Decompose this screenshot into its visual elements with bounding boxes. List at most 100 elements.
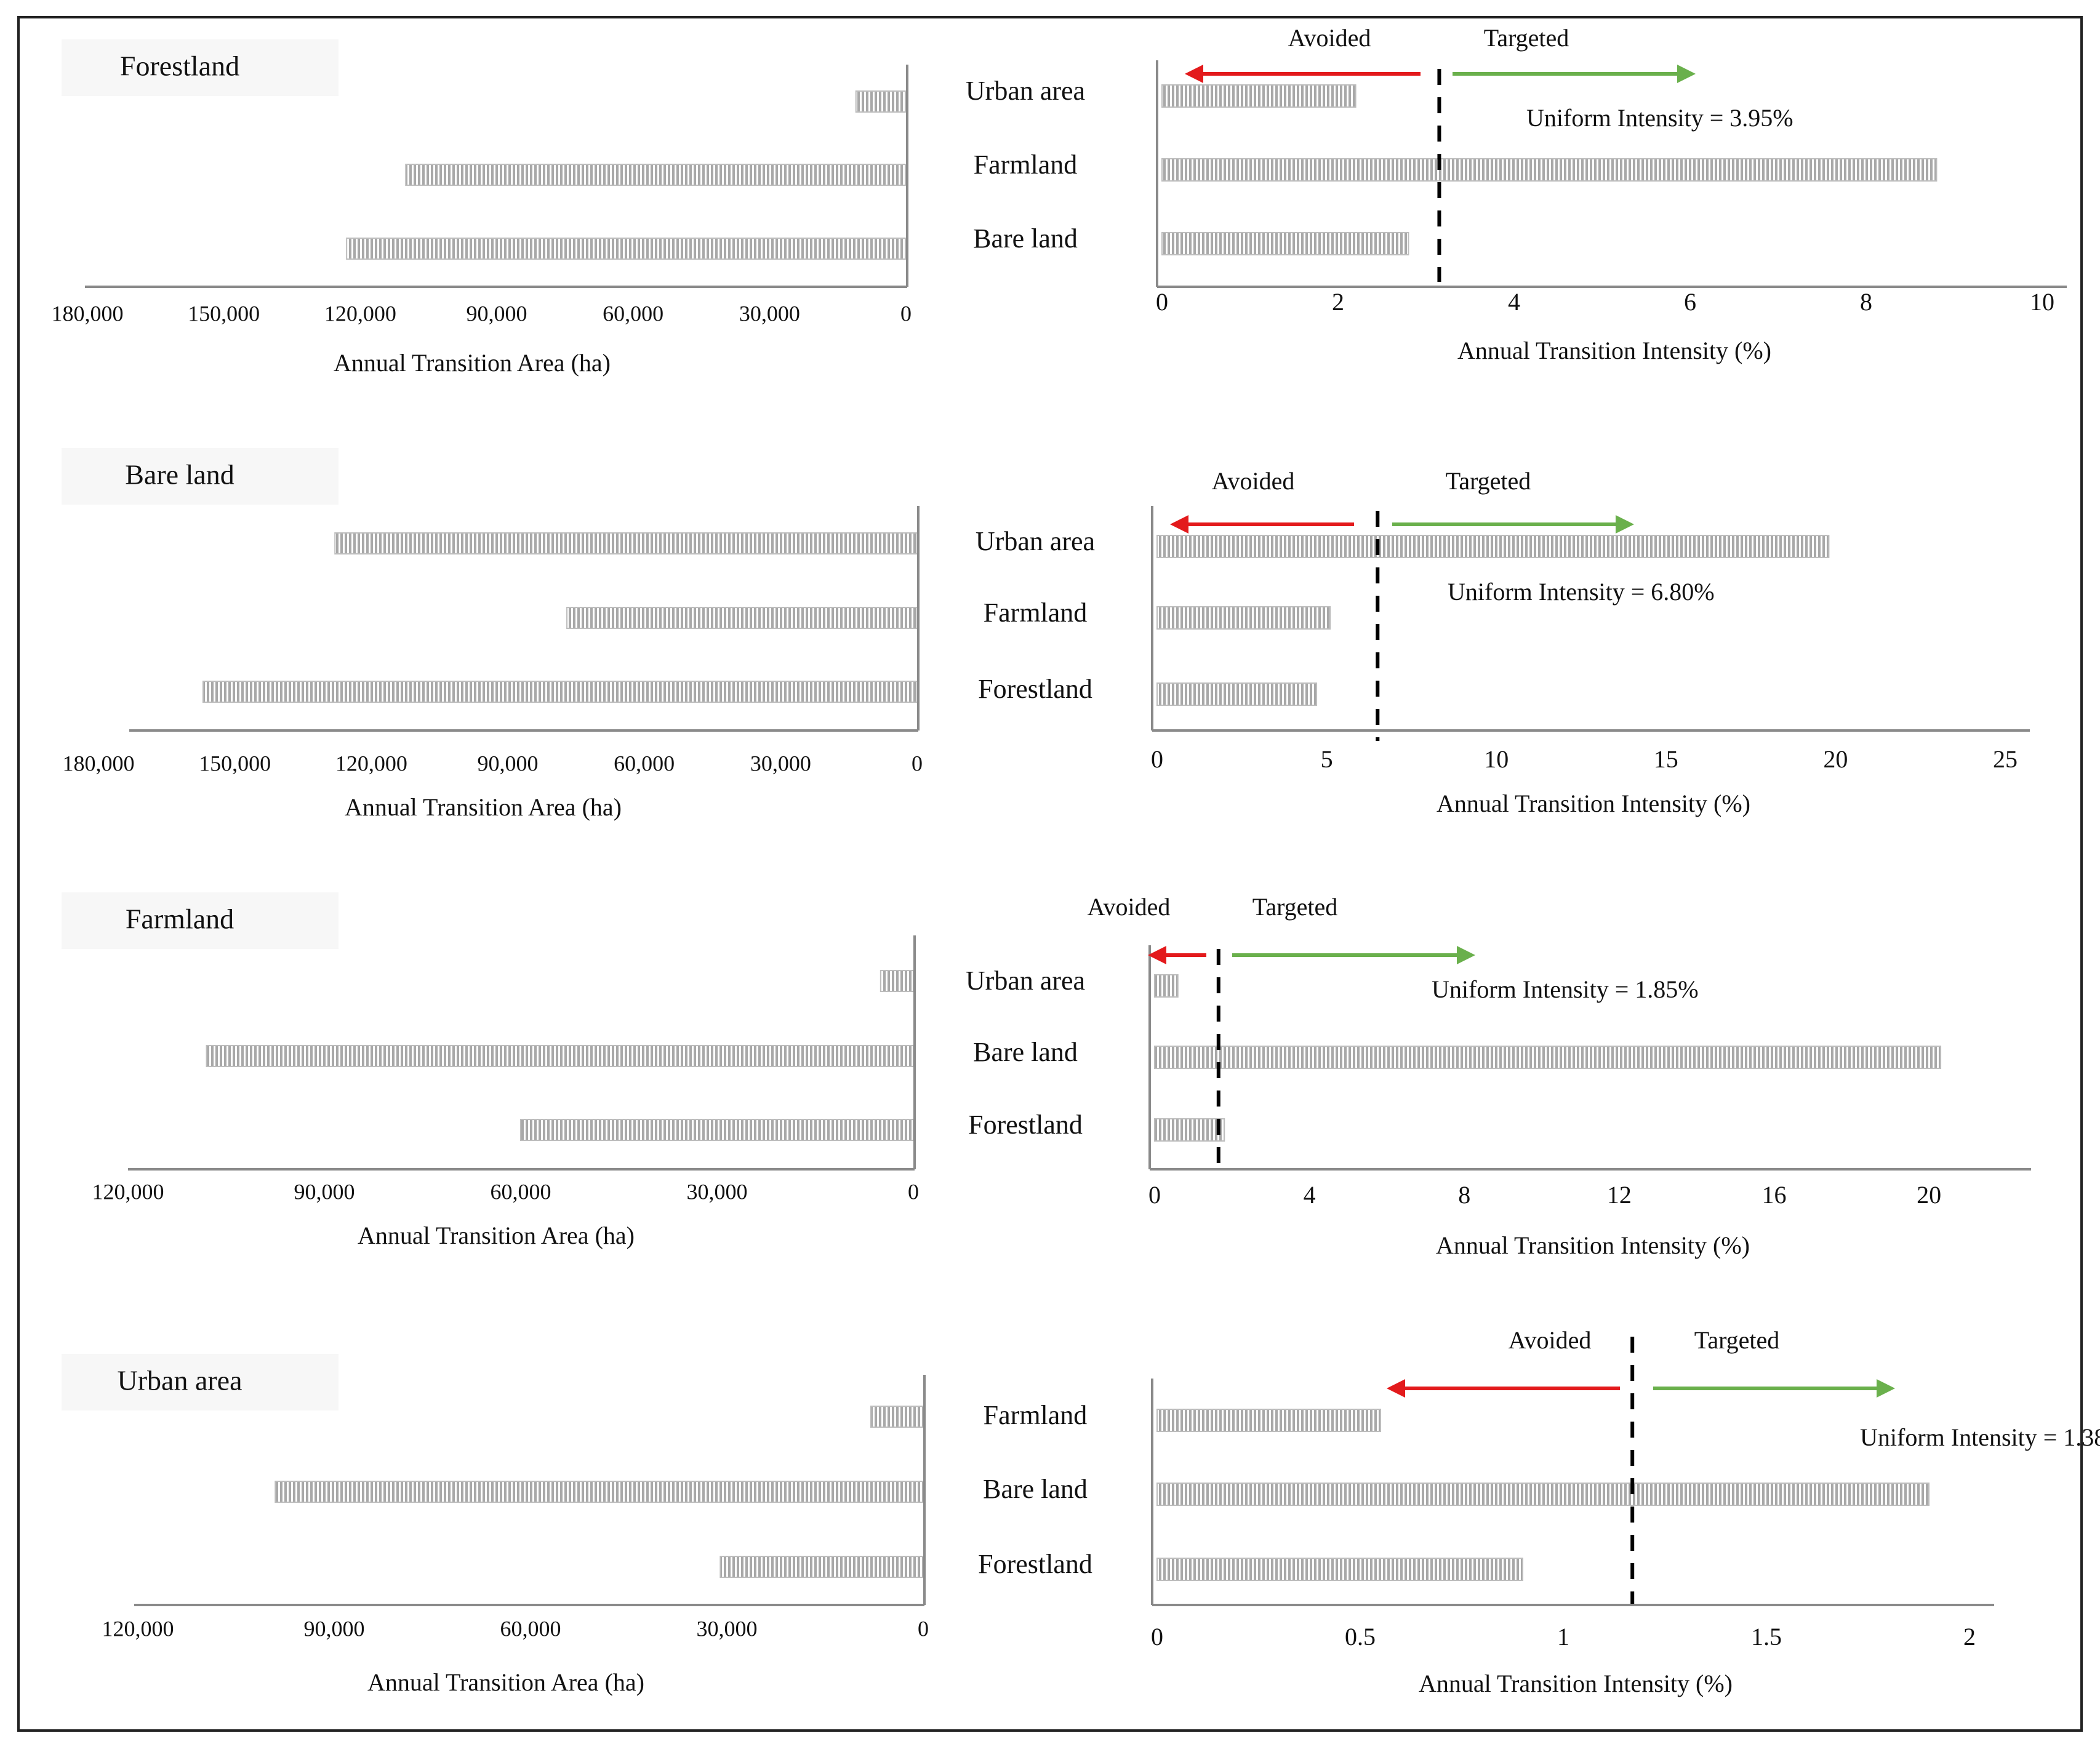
- intensity-chart-3: Urban area Bare land Forestland 0 4 8 12 16 20 An…: [966, 893, 2031, 1259]
- tick-label: 90,000: [304, 1616, 365, 1641]
- category-label: Forestland: [968, 1110, 1083, 1140]
- category-label: Urban area: [966, 966, 1085, 996]
- tick-label: 90,000: [467, 301, 527, 326]
- bar: [870, 1406, 924, 1428]
- tick-label: 20: [1917, 1181, 1941, 1209]
- bar: [1161, 84, 1357, 108]
- x-axis-label: Annual Transition Intensity (%): [1437, 790, 1750, 817]
- tick-label: 1: [1557, 1623, 1569, 1651]
- tick-label: 0.5: [1345, 1623, 1376, 1651]
- tick-label: 0: [1151, 1623, 1163, 1651]
- bar: [346, 238, 907, 260]
- bar: [1156, 1558, 1523, 1581]
- bar: [1154, 1046, 1942, 1069]
- bar: [880, 970, 915, 992]
- category-label: Bare land: [973, 223, 1078, 254]
- bar: [1156, 682, 1318, 706]
- area-chart-2: Bare land 180,000 150,000 120,000 90,000 60,0…: [62, 448, 923, 821]
- bar: [520, 1119, 914, 1141]
- tick-label: 1.5: [1751, 1623, 1782, 1651]
- intensity-chart-4: Farmland Bare land Forestland 0 0.5 1 1.5 2 Annu…: [978, 1326, 2100, 1697]
- x-axis-label: Annual Transition Area (ha): [345, 793, 622, 821]
- tick-label: 150,000: [188, 301, 260, 326]
- tick-label: 150,000: [199, 751, 271, 775]
- tick-label: 2: [1332, 288, 1344, 316]
- tick-label: 0: [908, 1179, 919, 1204]
- tick-label: 10: [2030, 288, 2054, 316]
- tick-label: 0: [1151, 745, 1163, 773]
- tick-label: 0: [912, 751, 923, 775]
- avoided-label: Avoided: [1509, 1326, 1592, 1354]
- tick-label: 30,000: [697, 1616, 758, 1641]
- x-axis-label: Annual Transition Area (ha): [334, 349, 611, 377]
- category-label: Farmland: [984, 1400, 1088, 1430]
- tick-label: 30,000: [739, 301, 800, 326]
- bar: [566, 607, 918, 629]
- targeted-label: Targeted: [1252, 893, 1338, 921]
- uniform-intensity-label: Uniform Intensity = 1.38%: [1860, 1423, 2100, 1451]
- targeted-label: Targeted: [1484, 24, 1569, 52]
- x-axis-label: Annual Transition Area (ha): [367, 1668, 644, 1696]
- avoided-label: Avoided: [1288, 24, 1371, 52]
- uniform-intensity-label: Uniform Intensity = 6.80%: [1448, 578, 1715, 606]
- tick-label: 20: [1823, 745, 1848, 773]
- tick-label: 120,000: [102, 1616, 174, 1641]
- category-label: Farmland: [974, 150, 1078, 180]
- tick-label: 8: [1860, 288, 1872, 316]
- tick-label: 60,000: [500, 1616, 561, 1641]
- category-label: Forestland: [978, 1549, 1092, 1579]
- tick-label: 60,000: [603, 301, 663, 326]
- x-axis-label: Annual Transition Intensity (%): [1436, 1231, 1750, 1259]
- figure-frame: [17, 16, 2083, 1732]
- bar: [1156, 1409, 1381, 1432]
- tick-label: 120,000: [335, 751, 407, 775]
- tick-label: 4: [1508, 288, 1520, 316]
- panel-title-bg: [62, 892, 339, 949]
- tick-label: 30,000: [687, 1179, 748, 1204]
- panel-title-bg: [62, 448, 339, 505]
- tick-label: 10: [1484, 745, 1509, 773]
- tick-label: 90,000: [478, 751, 539, 775]
- tick-label: 0: [900, 301, 912, 326]
- bar: [1156, 606, 1331, 630]
- x-axis-label: Annual Transition Area (ha): [358, 1222, 635, 1249]
- panel-title: Bare land: [125, 459, 234, 490]
- category-label: Farmland: [984, 598, 1088, 628]
- category-label: Urban area: [976, 526, 1095, 556]
- panel-title-bg: [62, 1354, 339, 1411]
- tick-label: 0: [1156, 288, 1168, 316]
- tick-label: 120,000: [324, 301, 396, 326]
- uniform-intensity-label: Uniform Intensity = 1.85%: [1432, 975, 1699, 1003]
- tick-label: 8: [1458, 1181, 1470, 1209]
- tick-label: 0: [918, 1616, 929, 1641]
- bar: [855, 90, 907, 113]
- tick-label: 60,000: [614, 751, 675, 775]
- avoided-label: Avoided: [1088, 893, 1171, 921]
- panel-title-bg: [62, 39, 339, 96]
- tick-label: 180,000: [52, 301, 124, 326]
- bar: [206, 1045, 915, 1067]
- tick-label: 15: [1654, 745, 1678, 773]
- targeted-label: Targeted: [1446, 467, 1531, 495]
- bar: [1161, 158, 1938, 182]
- bar: [719, 1556, 924, 1578]
- panel-title: Urban area: [117, 1365, 242, 1396]
- tick-label: 60,000: [491, 1179, 551, 1204]
- intensity-chart-1: Urban area Farmland Bare land 0 2 4 6 8 10 Annual…: [966, 24, 2067, 364]
- category-label: Forestland: [978, 674, 1092, 704]
- bar: [334, 532, 918, 554]
- tick-label: 25: [1993, 745, 2018, 773]
- bar: [202, 681, 918, 703]
- panel-title: Forestland: [120, 50, 239, 82]
- tick-label: 120,000: [92, 1179, 164, 1204]
- bar: [1154, 974, 1179, 998]
- x-axis-label: Annual Transition Intensity (%): [1457, 337, 1771, 364]
- area-chart-3: Farmland 120,000 90,000 60,000 30,000 0 Annual…: [62, 892, 919, 1249]
- targeted-label: Targeted: [1694, 1326, 1780, 1354]
- tick-label: 0: [1148, 1181, 1161, 1209]
- bar: [1156, 1483, 1930, 1506]
- tick-label: 30,000: [750, 751, 811, 775]
- tick-label: 180,000: [63, 751, 135, 775]
- area-chart-1: Forestland 180,000 150,000 120,000 90,000 60,…: [52, 39, 912, 377]
